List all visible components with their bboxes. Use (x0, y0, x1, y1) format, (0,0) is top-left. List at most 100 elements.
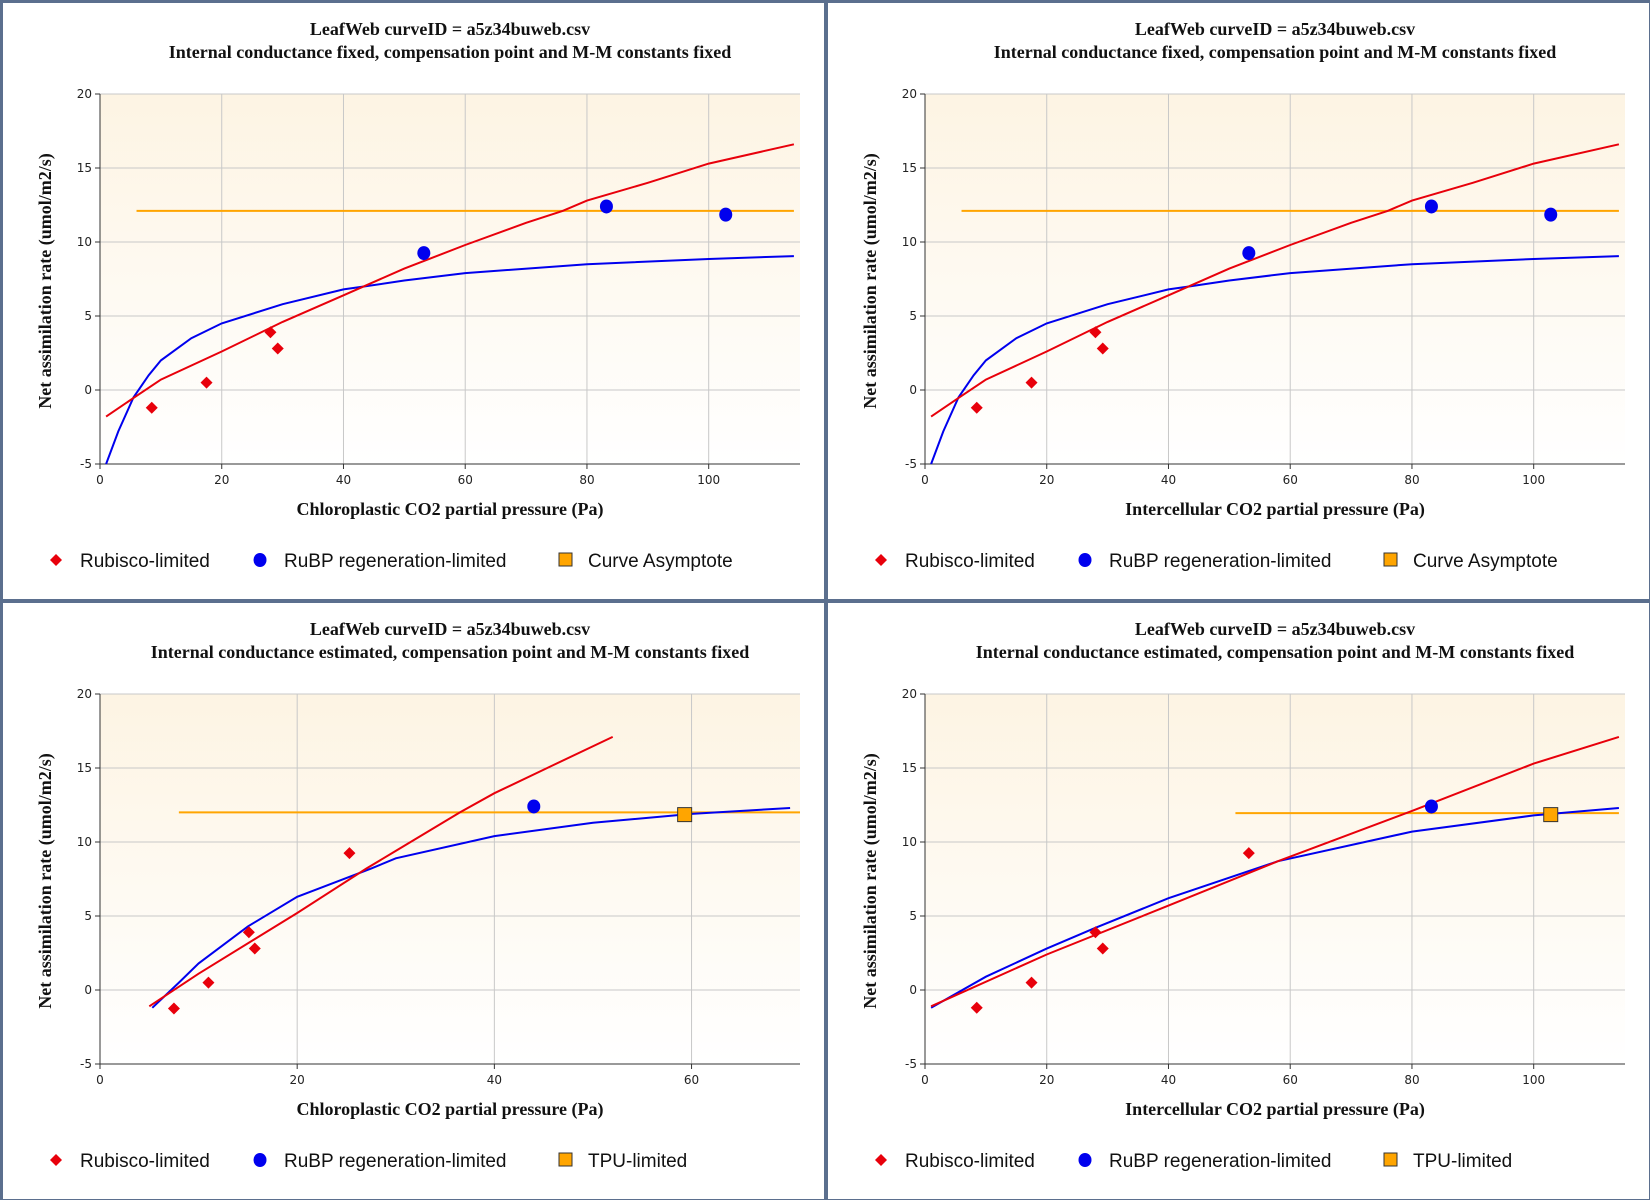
y-tick-label: 0 (84, 383, 92, 397)
x-tick-label: 0 (921, 1073, 929, 1087)
legend-rubisco-icon (875, 554, 887, 566)
rubisco-point (271, 342, 284, 355)
x-tick-label: 20 (290, 1073, 305, 1087)
chart-panel-1: 0 20 40 60 80 100 -5 0 5 10 15 20 LeafWeb curveID = … (3, 3, 824, 599)
chart-subtitle: Internal conductance fixed, compensation… (994, 42, 1557, 62)
rubisco-curve (105, 143, 795, 418)
y-tick-label: 5 (84, 309, 92, 323)
chart-subtitle: Internal conductance fixed, compensation… (169, 42, 732, 62)
x-tick-label: 60 (684, 1073, 699, 1087)
plot-area (100, 94, 800, 464)
x-tick-label: 40 (336, 473, 351, 487)
chart-subtitle: Internal conductance estimated, compensa… (151, 642, 750, 662)
chart-panel-4: 0 20 40 60 80 100 -5 0 5 10 15 20 LeafWeb curveID = … (828, 603, 1649, 1199)
legend-rubisco-label: Rubisco-limited (905, 551, 1035, 572)
y-tick-label: 10 (902, 235, 917, 249)
legend-rubp-label: RuBP regeneration-limited (284, 1151, 507, 1172)
chart-title: LeafWeb curveID = a5z34buweb.csv (1135, 619, 1415, 639)
chart-svg: 0 20 40 60 80 100 -5 0 5 10 15 20 LeafWeb curveID = … (860, 619, 1625, 1172)
legend-rubp-icon (253, 553, 267, 567)
rubisco-curve (930, 143, 1620, 418)
rubisco-point (264, 326, 277, 339)
plot-area (925, 94, 1625, 464)
legend-square-icon (558, 552, 573, 567)
rubp-point (1242, 246, 1256, 261)
x-tick-label: 0 (96, 1073, 104, 1087)
x-tick-label: 20 (1039, 473, 1054, 487)
y-tick-label: 0 (909, 383, 917, 397)
rubisco-point (970, 1001, 983, 1014)
y-tick-label: 0 (84, 983, 92, 997)
x-axis-label: Chloroplastic CO2 partial pressure (Pa) (297, 1099, 604, 1120)
y-tick-label: 0 (909, 983, 917, 997)
rubp-point (417, 246, 431, 261)
x-tick-label: 60 (458, 473, 473, 487)
legend-rubisco-icon (50, 1154, 62, 1166)
y-tick-label: -5 (905, 1057, 917, 1071)
legend-rubp-label: RuBP regeneration-limited (1109, 1151, 1332, 1172)
legend-rubp-label: RuBP regeneration-limited (284, 551, 507, 572)
x-tick-label: 40 (1161, 473, 1176, 487)
legend-square-icon (1383, 1152, 1398, 1167)
plot-area (925, 694, 1625, 1064)
y-tick-label: 15 (902, 161, 917, 175)
legend-rubisco-icon (875, 1154, 887, 1166)
y-tick-label: 10 (77, 835, 92, 849)
rubp-curve (930, 255, 1619, 465)
rubp-curve (105, 255, 794, 465)
rubisco-point (242, 926, 255, 939)
tpu-point (677, 807, 693, 823)
rubisco-point (1089, 326, 1102, 339)
x-tick-label: 100 (1522, 1073, 1545, 1087)
y-tick-label: 20 (77, 687, 92, 701)
rubisco-point (1025, 976, 1038, 989)
legend-rubp-icon (1078, 553, 1092, 567)
y-tick-label: -5 (80, 1057, 92, 1071)
chart-subtitle: Internal conductance estimated, compensa… (976, 642, 1575, 662)
chart-title: LeafWeb curveID = a5z34buweb.csv (310, 619, 590, 639)
x-tick-label: 40 (1161, 1073, 1176, 1087)
y-axis-label: Net assimilation rate (umol/m2/s) (860, 753, 881, 1008)
rubisco-point (1096, 942, 1109, 955)
y-axis-label: Net assimilation rate (umol/m2/s) (35, 153, 56, 408)
rubisco-point (202, 976, 215, 989)
tpu-point (1543, 807, 1559, 823)
x-tick-label: 20 (1039, 1073, 1054, 1087)
x-tick-label: 100 (1522, 473, 1545, 487)
y-tick-label: 10 (77, 235, 92, 249)
y-tick-label: 15 (77, 161, 92, 175)
chart-svg: 0 20 40 60 80 100 -5 0 5 10 15 20 LeafWeb curveID = … (35, 19, 800, 572)
rubisco-point (200, 376, 213, 389)
legend-third-label: TPU-limited (588, 1151, 687, 1172)
chart-title: LeafWeb curveID = a5z34buweb.csv (310, 19, 590, 39)
legend-third-label: Curve Asymptote (1413, 551, 1558, 572)
rubp-curve (151, 807, 791, 1009)
rubp-point (599, 199, 613, 214)
chart-title: LeafWeb curveID = a5z34buweb.csv (1135, 19, 1415, 39)
rubisco-point (145, 401, 158, 414)
x-tick-label: 60 (1283, 473, 1298, 487)
legend-third-label: Curve Asymptote (588, 551, 733, 572)
chart-panel-2: 0 20 40 60 80 100 -5 0 5 10 15 20 LeafWeb curveID = … (828, 3, 1649, 599)
y-tick-label: 5 (909, 309, 917, 323)
rubisco-point (1089, 926, 1102, 939)
y-tick-label: 15 (77, 761, 92, 775)
rubisco-point (1025, 376, 1038, 389)
y-tick-label: 20 (902, 687, 917, 701)
rubisco-point (970, 401, 983, 414)
y-tick-label: 20 (77, 87, 92, 101)
rubp-point (1544, 207, 1558, 222)
rubisco-curve (148, 735, 614, 1008)
x-tick-label: 40 (487, 1073, 502, 1087)
x-tick-label: 0 (921, 473, 929, 487)
chart-svg: 0 20 40 60 80 100 -5 0 5 10 15 20 LeafWeb curveID = … (860, 19, 1625, 572)
legend-rubp-icon (253, 1153, 267, 1167)
rubisco-point (343, 847, 356, 860)
x-tick-label: 80 (1404, 1073, 1419, 1087)
rubisco-point (248, 942, 261, 955)
y-axis-label: Net assimilation rate (umol/m2/s) (860, 153, 881, 408)
legend-square-icon (1383, 552, 1398, 567)
rubp-point (1424, 799, 1438, 814)
legend-rubp-label: RuBP regeneration-limited (1109, 551, 1332, 572)
legend-square-icon (558, 1152, 573, 1167)
